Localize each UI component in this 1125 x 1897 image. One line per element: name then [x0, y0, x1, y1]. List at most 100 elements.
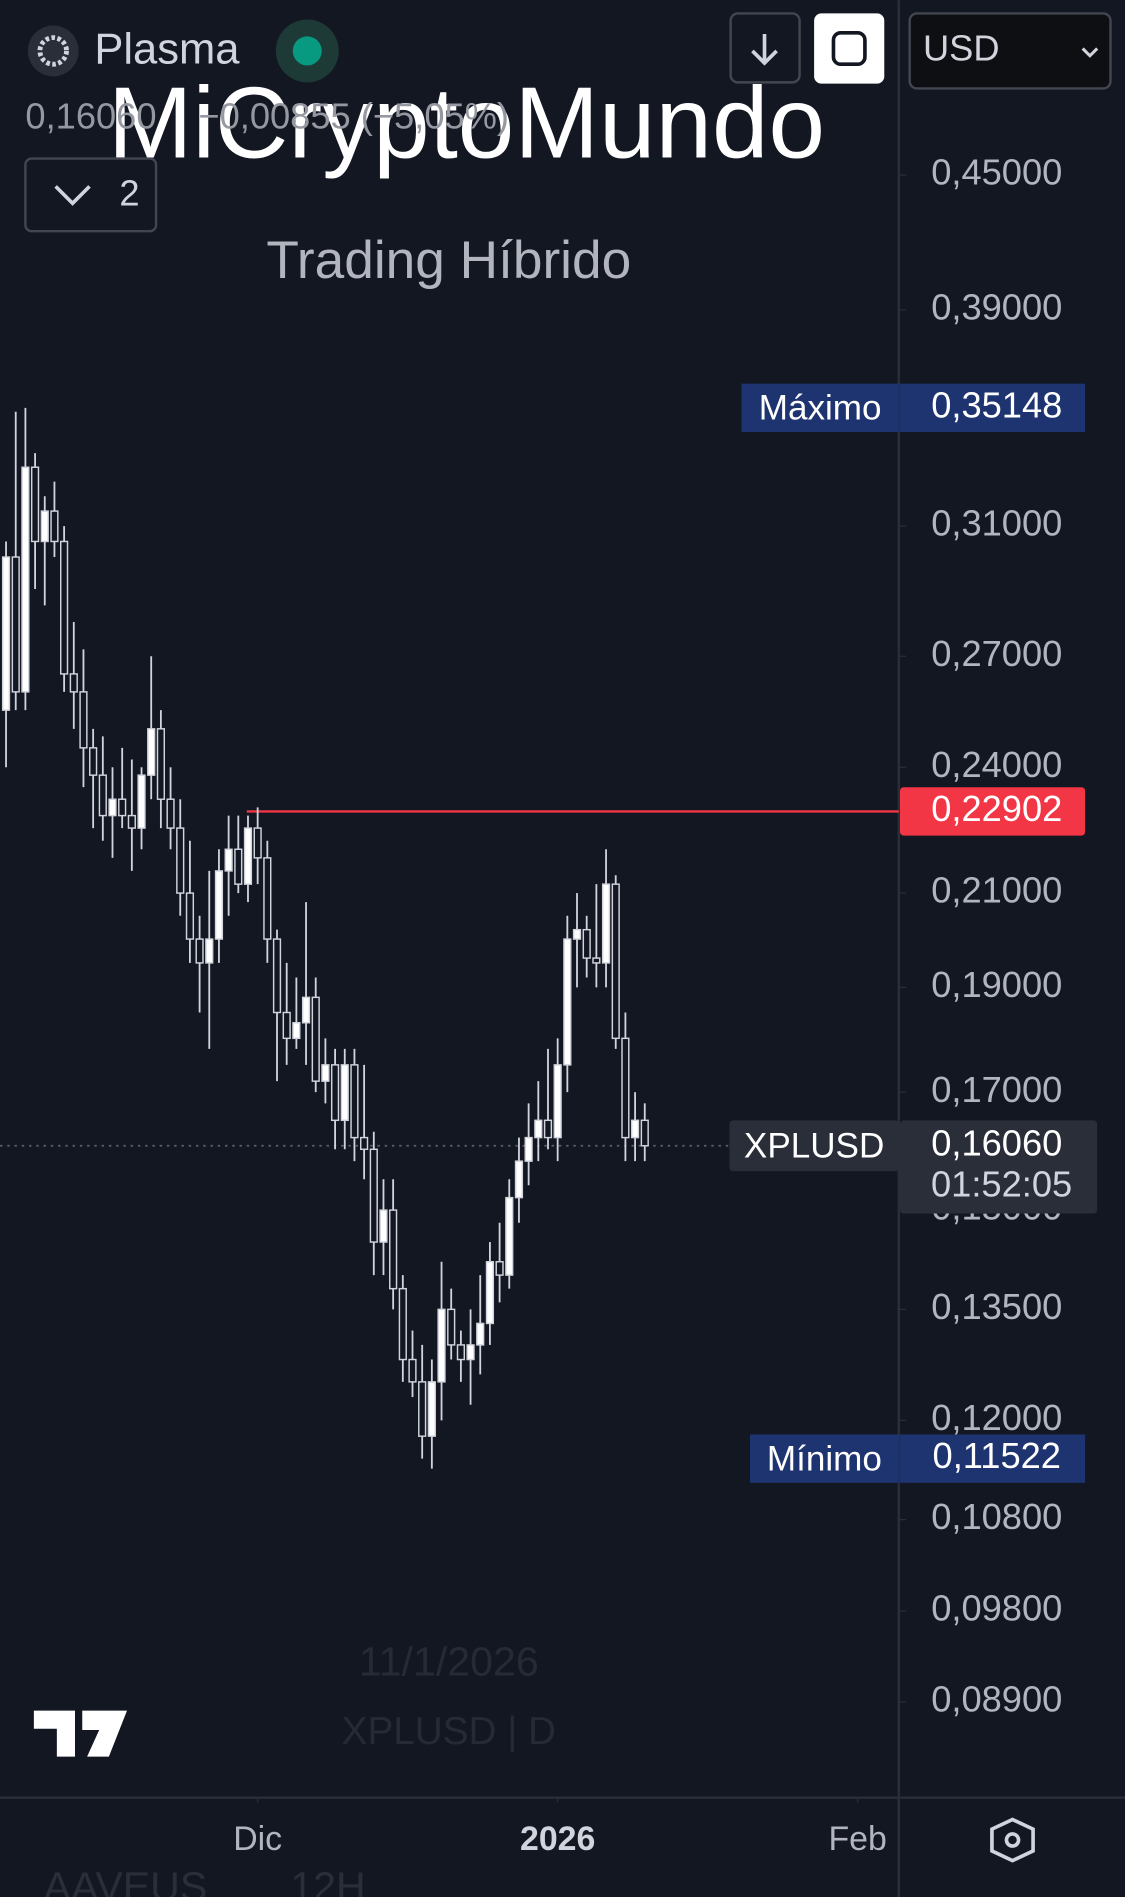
arrow-down-icon: [751, 33, 778, 66]
candle-body: [330, 1064, 340, 1122]
candle-body: [543, 1119, 553, 1139]
candle-body: [340, 1064, 349, 1122]
marker-value-box: [900, 383, 1086, 433]
candle-body: [427, 1381, 436, 1437]
fullscreen-button[interactable]: [814, 13, 885, 84]
candle-body: [476, 1322, 485, 1346]
candle-body: [437, 1308, 446, 1383]
y-tick-label: 0,09800: [931, 1588, 1062, 1629]
x-tick-label: 2026: [520, 1820, 595, 1858]
candle-body: [272, 938, 282, 1014]
candle-body: [601, 883, 611, 964]
candle-body: [195, 938, 204, 964]
symbol-logo-mark: [37, 35, 69, 67]
candle-body: [630, 1119, 640, 1139]
marker-name-box: [741, 383, 899, 433]
chevron-icon: [54, 185, 91, 206]
candle-body: [611, 883, 620, 1040]
indicators-count: 2: [119, 173, 139, 214]
candle-body: [50, 510, 59, 543]
candle-body: [263, 857, 272, 940]
y-tick-label: 0,21000: [931, 870, 1062, 911]
fullscreen-icon: [831, 30, 867, 67]
candle-body: [21, 466, 30, 693]
y-tick-label: 0,13500: [931, 1286, 1062, 1327]
settings-button[interactable]: [990, 1817, 1035, 1863]
price-change: −0,00855 (−5,05%): [198, 95, 509, 136]
candle-body: [621, 1037, 630, 1139]
candle-body: [253, 827, 262, 859]
market-status-dot: [292, 36, 322, 66]
candle-body: [137, 774, 146, 829]
candle-body: [118, 798, 127, 817]
marker-name: Máximo: [759, 389, 882, 428]
next-chart-symbol[interactable]: AAVEUS: [44, 1863, 208, 1897]
candle-body: [205, 938, 214, 964]
candle-body: [69, 673, 78, 693]
candle-body: [166, 798, 175, 829]
y-tick-label: 0,45000: [931, 152, 1062, 193]
candle-body: [553, 1064, 562, 1139]
last-price-value-box: [900, 1120, 1098, 1214]
candle-body: [185, 892, 195, 940]
candle-body: [350, 1064, 359, 1139]
candle-body: [534, 1119, 543, 1139]
watermark-brand: MiCryptoMundo: [108, 66, 825, 180]
candle-body: [60, 540, 69, 675]
candle-body: [418, 1381, 427, 1437]
marker-value: 0,35148: [931, 384, 1062, 425]
candle-body: [40, 510, 49, 543]
candle-body: [572, 928, 582, 940]
candle-body: [447, 1308, 456, 1346]
overlay: 0,45000 0,39000 0,31000 0,27000 0,24000 0,210…: [233, 152, 1098, 1858]
candle-body: [30, 466, 40, 543]
candle-body: [89, 747, 98, 776]
candle-body: [292, 1022, 301, 1040]
candle-body: [127, 814, 136, 829]
y-tick-label: 0,24000: [931, 744, 1062, 785]
candle-body: [108, 798, 117, 817]
watermark-ticker: XPLUSD | D: [342, 1710, 556, 1753]
candle-body: [98, 774, 107, 817]
marker-name-box: [750, 1434, 899, 1483]
y-tick-label: 0,12000: [931, 1397, 1062, 1438]
indicators-toggle[interactable]: [24, 157, 158, 233]
settings-icon: [1004, 1832, 1021, 1848]
candle-body: [214, 870, 224, 940]
last-price-value: 0,16060: [931, 1122, 1062, 1163]
candle-body: [11, 556, 20, 693]
candle-body: [321, 1064, 330, 1082]
candle-body: [563, 938, 572, 1066]
tradingview-logo[interactable]: [33, 1710, 128, 1757]
y-tick-label: 0,31000: [931, 503, 1062, 544]
marker-name: Mínimo: [767, 1439, 882, 1478]
candle-body: [582, 928, 591, 959]
candle-body: [79, 691, 88, 749]
watermark-subtitle: Trading Híbrido: [266, 231, 631, 290]
candle-body: [311, 996, 320, 1082]
candle-body: [156, 728, 165, 800]
dropdown-icon: [1081, 47, 1099, 58]
y-tick-label: 0,39000: [931, 286, 1062, 327]
y-tick-label: 0,17000: [931, 1069, 1062, 1110]
countdown: 01:52:05: [931, 1163, 1072, 1204]
currency-label: USD: [923, 28, 1000, 69]
last-price: 0,16060: [25, 95, 156, 136]
currency-select[interactable]: [908, 12, 1112, 90]
candle-body: [176, 827, 185, 894]
candle-body: [1, 556, 11, 711]
last-price-name-box: [729, 1120, 899, 1172]
symbol-name[interactable]: Plasma: [94, 26, 240, 74]
x-tick-label: Feb: [828, 1820, 886, 1858]
candle-body: [147, 728, 156, 776]
candle-body: [369, 1148, 378, 1243]
candle-body: [234, 848, 243, 885]
candle-body: [243, 827, 253, 885]
next-chart-interval: 12H: [290, 1863, 365, 1897]
marker-value: 0,11522: [933, 1435, 1061, 1476]
candle-body: [360, 1136, 369, 1151]
candle-body: [505, 1196, 514, 1276]
candle-body: [379, 1209, 388, 1243]
